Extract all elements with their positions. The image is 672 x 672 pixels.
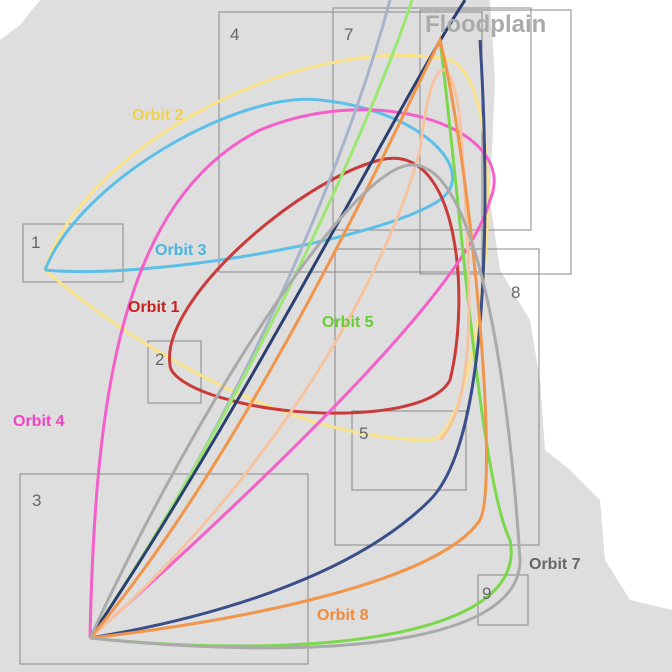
region-box bbox=[477, 574, 529, 626]
orbit-path bbox=[89, 39, 513, 648]
orbit-label: Orbit 5 bbox=[322, 314, 374, 331]
region-box bbox=[334, 248, 540, 546]
region-box bbox=[351, 410, 467, 491]
orbit-path bbox=[43, 53, 490, 442]
box-label: 4 bbox=[230, 25, 239, 44]
orbit-label: Orbit 8 bbox=[317, 607, 369, 624]
region-box bbox=[218, 11, 483, 273]
region-title: Floodplain bbox=[425, 11, 546, 38]
orbit-label: Orbit 7 bbox=[529, 556, 581, 573]
orbit-path bbox=[89, 39, 487, 640]
orbit-path bbox=[88, 35, 488, 640]
box-label: 8 bbox=[511, 283, 520, 302]
box-label: 9 bbox=[482, 584, 491, 603]
orbit-path bbox=[88, 108, 496, 640]
box-label: 7 bbox=[344, 25, 353, 44]
orbit-label: Orbit 1 bbox=[128, 299, 180, 316]
orbit-label: Orbit 4 bbox=[13, 413, 65, 430]
box-label: 1 bbox=[31, 233, 40, 252]
region-box bbox=[332, 7, 532, 231]
orbit-path bbox=[43, 97, 454, 274]
region-box bbox=[19, 473, 309, 665]
orbits bbox=[43, 0, 522, 650]
region-box bbox=[147, 340, 202, 404]
box-label: 3 bbox=[32, 491, 41, 510]
orbit-label: Orbit 3 bbox=[155, 242, 207, 259]
orbit-path bbox=[89, 68, 471, 640]
box-label: 5 bbox=[359, 424, 368, 443]
box-label: 2 bbox=[155, 350, 164, 369]
orbit-label: Orbit 2 bbox=[132, 107, 184, 124]
orbit-path bbox=[88, 163, 522, 650]
